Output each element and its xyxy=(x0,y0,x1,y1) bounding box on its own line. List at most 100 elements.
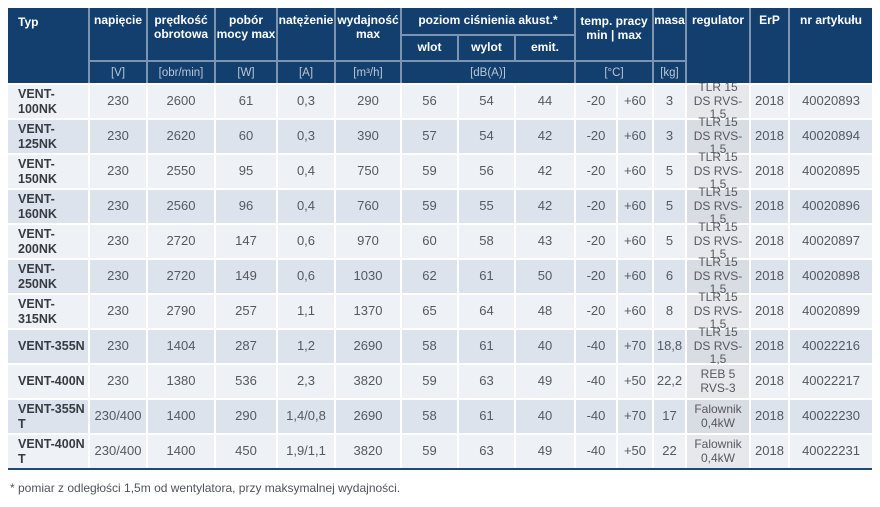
unit-cell-natezenie: [A] xyxy=(278,62,334,83)
cell-emit: 40 xyxy=(516,400,574,433)
cell-regulator: TLR 15 DS RVS-1,5 xyxy=(687,290,749,331)
header-cell-wylot: wylot xyxy=(459,36,514,60)
cell-wydajnosc: 3820 xyxy=(336,435,400,468)
cell-wylot: 55 xyxy=(459,190,514,223)
cell-temp-max: +60 xyxy=(618,225,652,258)
cell-emit: 50 xyxy=(516,260,574,293)
cell-emit: 43 xyxy=(516,225,574,258)
cell-predkosc-obrotowa: 1380 xyxy=(148,365,214,398)
cell-wlot: 57 xyxy=(402,120,457,153)
cell-temp-max: +50 xyxy=(618,435,652,468)
cell-temp-min: -20 xyxy=(576,190,616,223)
cell-predkosc-obrotowa: 2790 xyxy=(148,295,214,328)
cell-masa: 18,8 xyxy=(654,330,685,363)
cell-nr-artykulu: 40020898 xyxy=(790,260,872,293)
cell-natezenie: 0,6 xyxy=(278,225,334,258)
cell-erp: 2018 xyxy=(751,155,788,188)
cell-erp: 2018 xyxy=(751,85,788,118)
cell-nr-artykulu: 40022217 xyxy=(790,365,872,398)
cell-regulator: Falownik 0,4kW xyxy=(687,435,749,468)
cell-wydajnosc: 290 xyxy=(336,85,400,118)
unit-cell-pobor: [W] xyxy=(216,62,276,83)
cell-typ: VENT-400N xyxy=(8,365,88,398)
cell-temp-max: +60 xyxy=(618,120,652,153)
cell-predkosc-obrotowa: 1400 xyxy=(148,400,214,433)
cell-regulator: TLR 15 DS RVS-1,5 xyxy=(687,150,749,191)
cell-temp-max: +50 xyxy=(618,365,652,398)
cell-wlot: 59 xyxy=(402,365,457,398)
cell-predkosc-obrotowa: 2550 xyxy=(148,155,214,188)
cell-nr-artykulu: 40020899 xyxy=(790,295,872,328)
cell-temp-max: +60 xyxy=(618,260,652,293)
cell-pobor-mocy: 450 xyxy=(216,435,276,468)
cell-nr-artykulu: 40022230 xyxy=(790,400,872,433)
cell-regulator: TLR 15 DS RVS-1,5 xyxy=(687,255,749,296)
cell-pobor-mocy: 287 xyxy=(216,330,276,363)
header-cell-natezenie: natężenie xyxy=(278,8,334,60)
cell-regulator: Falownik 0,4kW xyxy=(687,400,749,433)
cell-temp-max: +60 xyxy=(618,155,652,188)
cell-pobor-mocy: 95 xyxy=(216,155,276,188)
cell-natezenie: 2,3 xyxy=(278,365,334,398)
unit-cell-wydajnosc: [m³/h] xyxy=(336,62,400,83)
cell-wlot: 65 xyxy=(402,295,457,328)
cell-wlot: 58 xyxy=(402,400,457,433)
cell-wylot: 61 xyxy=(459,400,514,433)
cell-pobor-mocy: 149 xyxy=(216,260,276,293)
cell-natezenie: 0,3 xyxy=(278,120,334,153)
cell-napiecie: 230 xyxy=(90,295,146,328)
cell-typ: VENT-160NK xyxy=(8,190,88,223)
cell-wlot: 59 xyxy=(402,435,457,468)
cell-masa: 8 xyxy=(654,295,685,328)
cell-predkosc-obrotowa: 1400 xyxy=(148,435,214,468)
cell-natezenie: 0,3 xyxy=(278,85,334,118)
cell-napiecie: 230 xyxy=(90,120,146,153)
unit-cell-predkosc: [obr/min] xyxy=(148,62,214,83)
cell-typ: VENT-355N T xyxy=(8,400,88,433)
cell-wylot: 61 xyxy=(459,260,514,293)
cell-emit: 42 xyxy=(516,155,574,188)
cell-wydajnosc: 970 xyxy=(336,225,400,258)
cell-erp: 2018 xyxy=(751,190,788,223)
header-cell-emit: emit. xyxy=(516,36,574,60)
cell-temp-max: +60 xyxy=(618,85,652,118)
cell-temp-min: -40 xyxy=(576,400,616,433)
cell-wylot: 56 xyxy=(459,155,514,188)
cell-masa: 22,2 xyxy=(654,365,685,398)
cell-napiecie: 230 xyxy=(90,85,146,118)
cell-temp-min: -20 xyxy=(576,295,616,328)
cell-wylot: 58 xyxy=(459,225,514,258)
cell-napiecie: 230/400 xyxy=(90,400,146,433)
cell-pobor-mocy: 536 xyxy=(216,365,276,398)
cell-emit: 49 xyxy=(516,435,574,468)
cell-regulator: TLR 15 DS RVS-1,5 xyxy=(687,325,749,366)
cell-typ: VENT-100NK xyxy=(8,85,88,118)
cell-nr-artykulu: 40020894 xyxy=(790,120,872,153)
cell-napiecie: 230 xyxy=(90,225,146,258)
cell-masa: 5 xyxy=(654,155,685,188)
header-cell-nr-artykulu: nr artykułu xyxy=(790,8,872,83)
cell-erp: 2018 xyxy=(751,120,788,153)
cell-nr-artykulu: 40020896 xyxy=(790,190,872,223)
cell-natezenie: 1,1 xyxy=(278,295,334,328)
cell-pobor-mocy: 60 xyxy=(216,120,276,153)
cell-regulator: TLR 15 DS RVS-1,5 xyxy=(687,115,749,156)
cell-typ: VENT-355N xyxy=(8,330,88,363)
cell-masa: 5 xyxy=(654,225,685,258)
cell-typ: VENT-150NK xyxy=(8,155,88,188)
cell-natezenie: 1,9/1,1 xyxy=(278,435,334,468)
unit-cell-akustyka: [dB(A)] xyxy=(402,62,574,83)
cell-wylot: 54 xyxy=(459,120,514,153)
footnote: * pomiar z odległości 1,5m od wentylator… xyxy=(10,481,401,495)
cell-wydajnosc: 760 xyxy=(336,190,400,223)
header-cell-pobor-mocy: pobór mocy max xyxy=(216,8,276,60)
cell-regulator: REB 5 RVS-3 xyxy=(687,365,749,398)
cell-napiecie: 230 xyxy=(90,190,146,223)
cell-temp-max: +70 xyxy=(618,330,652,363)
cell-natezenie: 1,2 xyxy=(278,330,334,363)
unit-cell-napiecie: [V] xyxy=(90,62,146,83)
cell-nr-artykulu: 40020897 xyxy=(790,225,872,258)
cell-natezenie: 0,4 xyxy=(278,190,334,223)
cell-masa: 6 xyxy=(654,260,685,293)
cell-nr-artykulu: 40020893 xyxy=(790,85,872,118)
